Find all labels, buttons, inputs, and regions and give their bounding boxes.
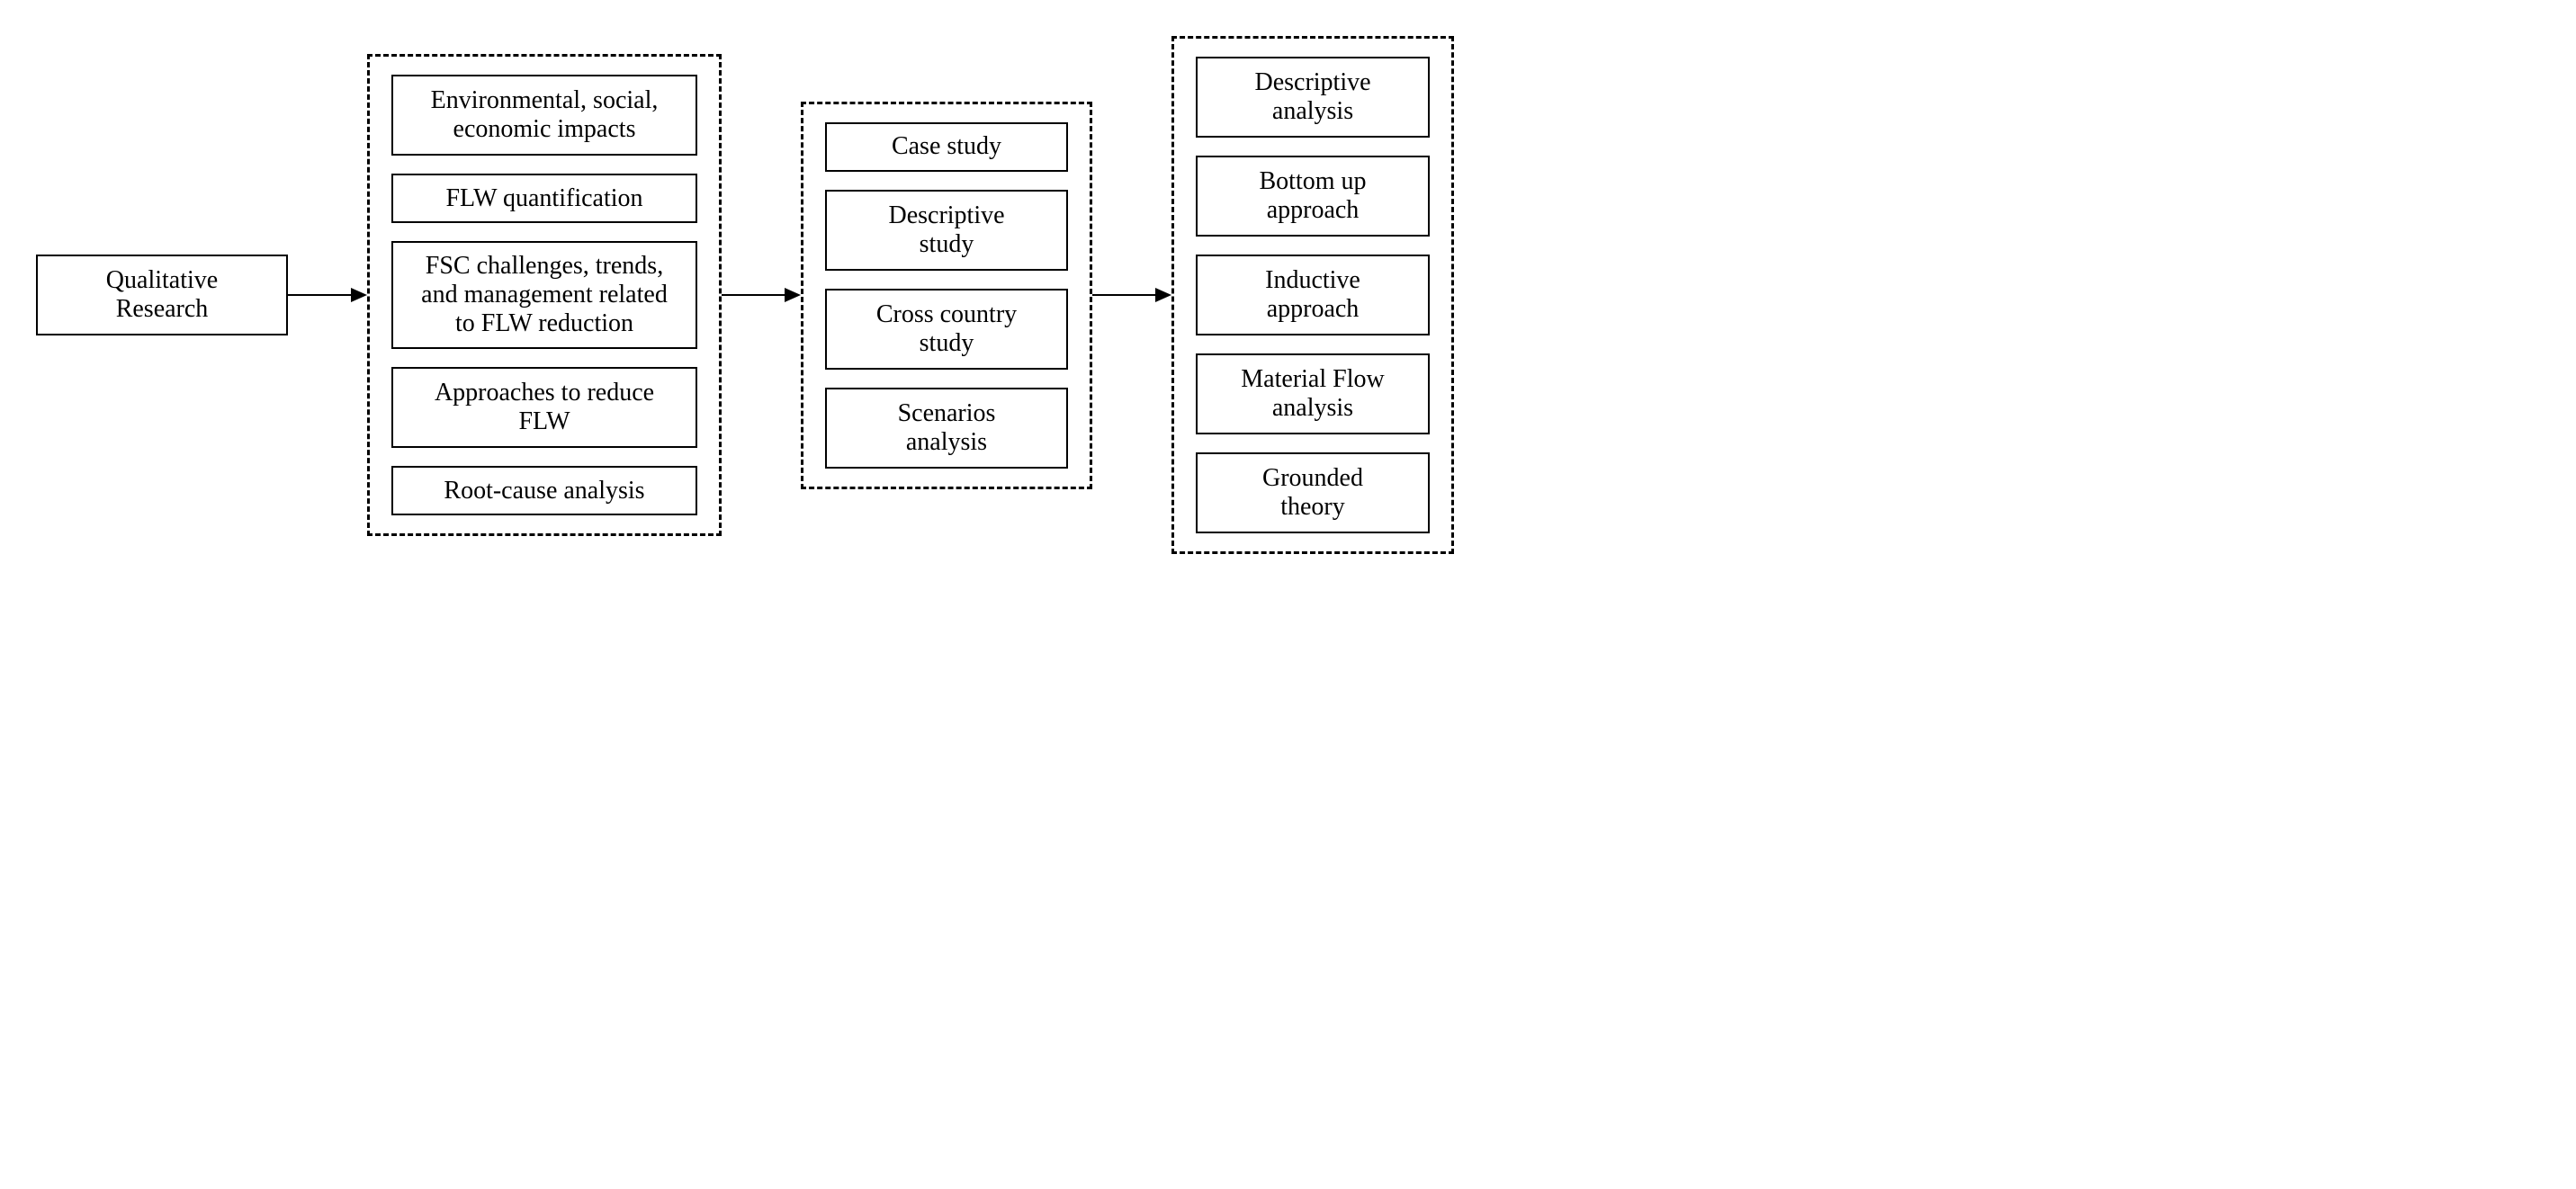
group-1-item: FLW quantification (391, 174, 697, 223)
group-1-item: Approaches to reduceFLW (391, 367, 697, 448)
group-3-item: Descriptiveanalysis (1196, 57, 1430, 138)
item-label: Inductiveapproach (1265, 266, 1360, 324)
group-3: Descriptiveanalysis Bottom upapproach Indu… (1171, 36, 1454, 554)
group-3-item: Bottom upapproach (1196, 156, 1430, 237)
group-2: Case study Descriptivestudy Cross countrys… (801, 102, 1092, 489)
start-box: QualitativeResearch (36, 255, 288, 335)
group-1: Environmental, social,economic impacts FL… (367, 54, 722, 536)
item-label: Approaches to reduceFLW (435, 379, 654, 436)
group-3-item: Material Flowanalysis (1196, 353, 1430, 434)
group-3-item: Groundedtheory (1196, 452, 1430, 533)
item-label: Bottom upapproach (1259, 167, 1366, 225)
group-1-item: Root-cause analysis (391, 466, 697, 515)
group-2-item: Case study (825, 122, 1068, 172)
group-2-item: Scenariosanalysis (825, 388, 1068, 469)
group-3-item: Inductiveapproach (1196, 255, 1430, 335)
group-2-item: Descriptivestudy (825, 190, 1068, 271)
item-label: FSC challenges, trends,and management re… (421, 252, 668, 338)
group-1-item: FSC challenges, trends,and management re… (391, 241, 697, 349)
flowchart-diagram: QualitativeResearch Environmental, socia… (36, 36, 2540, 554)
item-label: Environmental, social,economic impacts (431, 86, 659, 144)
item-label: Cross countrystudy (876, 300, 1017, 358)
item-label: Descriptiveanalysis (1254, 68, 1370, 126)
item-label: Scenariosanalysis (898, 399, 996, 457)
item-label: FLW quantification (445, 184, 642, 213)
item-label: Descriptivestudy (888, 201, 1004, 259)
item-label: Case study (892, 132, 1001, 161)
group-2-item: Cross countrystudy (825, 289, 1068, 370)
item-label: Groundedtheory (1262, 464, 1363, 522)
item-label: Root-cause analysis (444, 477, 644, 505)
item-label: Material Flowanalysis (1241, 365, 1384, 423)
arrow-icon (288, 286, 367, 304)
group-1-item: Environmental, social,economic impacts (391, 75, 697, 156)
arrow-icon (722, 286, 801, 304)
arrow-icon (1092, 286, 1171, 304)
start-label: QualitativeResearch (106, 266, 218, 324)
